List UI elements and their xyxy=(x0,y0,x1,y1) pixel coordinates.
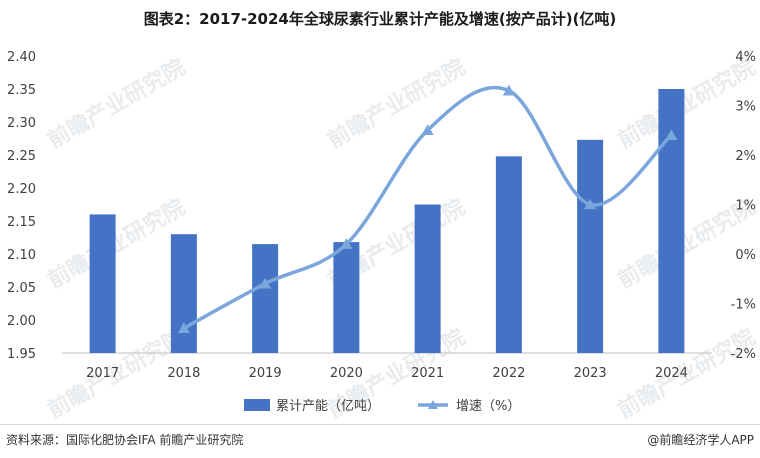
watermark-text: 前瞻产业研究院 xyxy=(43,194,189,294)
footer: 资料来源：国际化肥协会IFA 前瞻产业研究院 @前瞻经济学人APP xyxy=(0,424,760,458)
y-left-tick-label: 2.10 xyxy=(7,248,36,263)
y-left-tick-label: 2.05 xyxy=(7,281,36,296)
y-right-tick-label: 4% xyxy=(735,50,756,65)
x-tick-label: 2022 xyxy=(492,366,525,381)
y-left-tick-label: 2.00 xyxy=(7,314,36,329)
x-tick-label: 2021 xyxy=(411,366,444,381)
y-right-tick-label: 3% xyxy=(735,100,756,115)
growth-marker-2021 xyxy=(421,124,434,136)
x-tick-label: 2024 xyxy=(655,366,688,381)
watermark-text: 前瞻产业研究院 xyxy=(43,54,189,154)
y-right-tick-label: 0% xyxy=(735,248,756,263)
y-left-tick-label: 2.35 xyxy=(7,83,36,98)
y-left-tick-label: 2.15 xyxy=(7,215,36,230)
growth-marker-2023 xyxy=(584,198,597,210)
bar-2018 xyxy=(170,234,197,353)
x-tick-label: 2020 xyxy=(330,366,363,381)
y-right-tick-label: -2% xyxy=(731,347,756,362)
watermark-text: 前瞻产业研究院 xyxy=(323,54,469,154)
legend-bar-swatch xyxy=(244,399,270,411)
growth-marker-2018 xyxy=(177,322,190,334)
y-right-tick-label: -1% xyxy=(731,298,756,313)
source-note: 资料来源：国际化肥协会IFA 前瞻产业研究院 xyxy=(6,433,244,447)
y-left-tick-label: 2.20 xyxy=(7,182,36,197)
y-left-tick-label: 2.40 xyxy=(7,50,36,65)
chart-title: 图表2：2017-2024年全球尿素行业累计产能及增速(按产品计)(亿吨) xyxy=(143,10,617,28)
growth-marker-2019 xyxy=(259,277,272,289)
x-tick-label: 2018 xyxy=(167,366,200,381)
growth-marker-2024 xyxy=(665,129,678,140)
y-right-tick-label: 2% xyxy=(735,149,756,164)
bar-2024 xyxy=(658,89,685,353)
legend-bar-label: 累计产能（亿吨） xyxy=(276,399,380,414)
bar-2022 xyxy=(495,156,522,353)
bar-2020 xyxy=(333,242,360,353)
bar-2023 xyxy=(577,139,604,353)
bar-2021 xyxy=(414,204,441,353)
x-tick-label: 2019 xyxy=(249,366,282,381)
bar-2017 xyxy=(89,214,116,353)
legend-line-label: 增速（%） xyxy=(456,399,520,414)
y-left-tick-label: 1.95 xyxy=(7,347,36,362)
bar-2019 xyxy=(252,244,279,353)
growth-marker-2020 xyxy=(340,238,353,249)
brand-credit: @前瞻经济学人APP xyxy=(647,433,754,447)
growth-marker-2022 xyxy=(502,84,515,96)
y-left-tick-label: 2.30 xyxy=(7,116,36,131)
x-tick-label: 2017 xyxy=(86,366,119,381)
x-tick-label: 2023 xyxy=(574,366,607,381)
legend-line-marker xyxy=(428,400,438,409)
y-left-tick-label: 2.25 xyxy=(7,149,36,164)
y-right-tick-label: 1% xyxy=(735,199,756,214)
